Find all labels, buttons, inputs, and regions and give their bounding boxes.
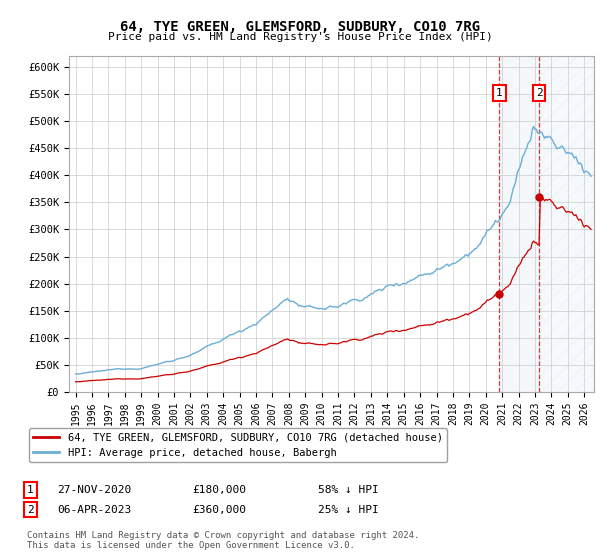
Text: 06-APR-2023: 06-APR-2023 [57,505,131,515]
Text: 64, TYE GREEN, GLEMSFORD, SUDBURY, CO10 7RG: 64, TYE GREEN, GLEMSFORD, SUDBURY, CO10 … [120,20,480,34]
Legend: 64, TYE GREEN, GLEMSFORD, SUDBURY, CO10 7RG (detached house), HPI: Average price: 64, TYE GREEN, GLEMSFORD, SUDBURY, CO10 … [29,428,447,462]
Text: 1: 1 [496,88,503,98]
Text: 58% ↓ HPI: 58% ↓ HPI [318,485,379,495]
Text: 2: 2 [27,505,34,515]
Bar [499,56,539,392]
Text: £180,000: £180,000 [192,485,246,495]
Text: Contains HM Land Registry data © Crown copyright and database right 2024.
This d: Contains HM Land Registry data © Crown c… [27,530,419,550]
Text: 2: 2 [536,88,542,98]
Text: 25% ↓ HPI: 25% ↓ HPI [318,505,379,515]
Text: 27-NOV-2020: 27-NOV-2020 [57,485,131,495]
Text: £360,000: £360,000 [192,505,246,515]
Text: 1: 1 [27,485,34,495]
Bar [539,56,594,392]
Text: Price paid vs. HM Land Registry's House Price Index (HPI): Price paid vs. HM Land Registry's House … [107,32,493,43]
